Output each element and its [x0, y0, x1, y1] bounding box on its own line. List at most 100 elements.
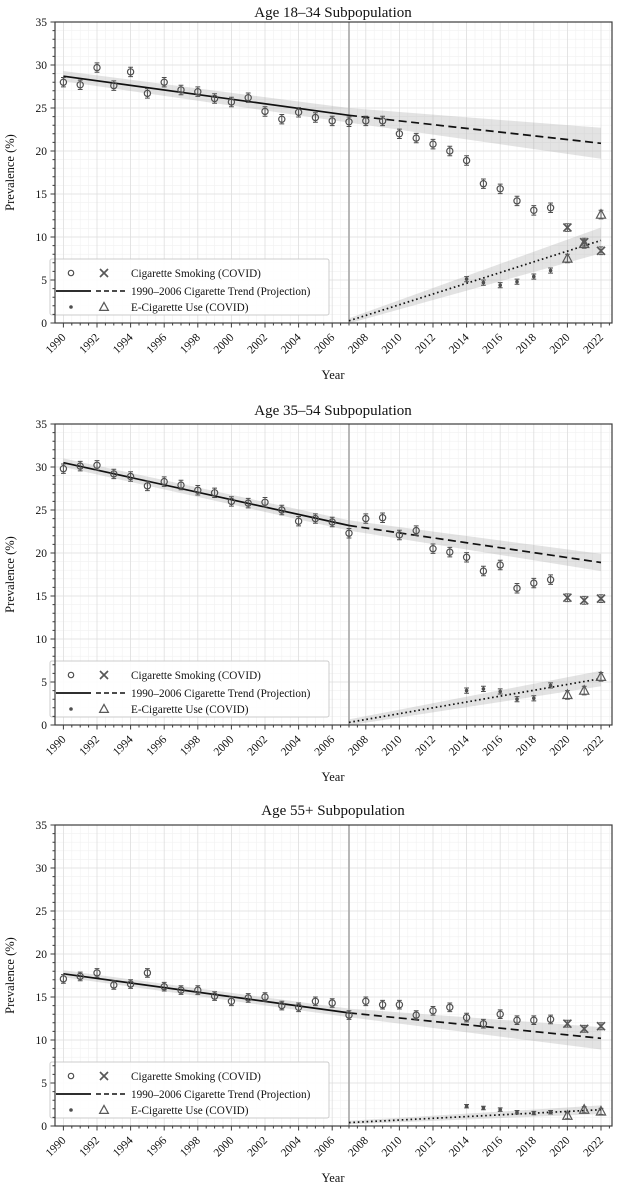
cigarette-projection-line	[348, 1012, 602, 1040]
y-tick-label: 35	[36, 17, 48, 29]
x-tick-label: 2012	[413, 1134, 438, 1159]
subplot-age-18-34: Cigarette Smoking (COVID) 1990–2006 Cigar…	[0, 0, 620, 395]
x-tick-label: 1996	[145, 331, 170, 356]
series-x	[562, 1019, 606, 1034]
x-tick-label: 1990	[44, 1134, 69, 1159]
legend: Cigarette Smoking (COVID) 1990–2006 Cigar…	[49, 258, 330, 316]
axis-ticks	[50, 21, 610, 328]
legend-triangle-icon	[98, 703, 110, 713]
chart-age-55-plus: Cigarette Smoking (COVID) 1990–2006 Cigar…	[3, 803, 613, 1185]
y-tick-label: 5	[41, 677, 47, 689]
x-markers	[562, 593, 606, 605]
chart-age-18-34: Cigarette Smoking (COVID) 1990–2006 Cigar…	[3, 5, 613, 382]
chart-title: Age 55+ Subpopulation	[261, 803, 405, 819]
chart-age-35-54: Cigarette Smoking (COVID) 1990–2006 Cigar…	[3, 403, 613, 784]
series-circle	[59, 62, 555, 216]
y-tick-label: 0	[41, 1121, 47, 1133]
ecig-trend-confidence-band	[349, 227, 601, 324]
x-tick-label: 1998	[178, 733, 203, 758]
series-circle	[59, 460, 555, 594]
legend-box	[49, 660, 330, 718]
legend-label: Cigarette Smoking (COVID)	[131, 268, 261, 280]
legend-label: Cigarette Smoking (COVID)	[131, 670, 261, 682]
y-tick-label: 30	[36, 863, 48, 875]
x-tick-label: 2002	[245, 331, 270, 356]
chart-title: Age 18–34 Subpopulation	[254, 5, 412, 21]
x-tick-label: 2006	[313, 331, 338, 356]
x-tick-label: 2014	[447, 1134, 472, 1159]
triangle-markers	[561, 208, 607, 263]
x-tick-label: 2018	[514, 733, 539, 758]
legend-circle-icon	[67, 671, 75, 679]
error-bars	[464, 1104, 553, 1116]
x-tick-label: 1994	[111, 733, 136, 758]
y-tick-label: 15	[36, 591, 48, 603]
x-tick-label: 2010	[380, 733, 405, 758]
circle-markers	[59, 63, 555, 214]
series-dot	[464, 1104, 553, 1116]
legend-circle-icon	[67, 269, 75, 277]
x-tick-label: 2002	[245, 733, 270, 758]
legend-box	[49, 1061, 330, 1119]
y-tick-label: 10	[36, 1035, 48, 1047]
cigarette-projection-line	[348, 524, 602, 564]
legend-x-icon	[99, 1071, 109, 1081]
x-tick-label: 2006	[313, 733, 338, 758]
x-tick-label: 2022	[581, 733, 606, 758]
plot-border	[54, 824, 613, 1127]
x-tick-label: 1998	[178, 1134, 203, 1159]
x-tick-label: 2010	[380, 1134, 405, 1159]
legend-x-icon	[99, 268, 109, 278]
y-tick-label: 10	[36, 634, 48, 646]
x-tick-label: 1990	[44, 331, 69, 356]
subplot-age-55-plus: Cigarette Smoking (COVID) 1990–2006 Cigar…	[0, 790, 620, 1186]
legend-dot-icon	[69, 1108, 73, 1112]
x-tick-label: 2018	[514, 1134, 539, 1159]
y-tick-label: 30	[36, 60, 48, 72]
cigarette-projection-line	[348, 114, 602, 145]
grid-major	[55, 424, 612, 725]
cigarette-trend-line	[63, 75, 350, 117]
ecig-trend-confidence-band	[349, 670, 601, 726]
plot-border	[54, 21, 613, 324]
y-tick-label: 20	[36, 548, 48, 560]
x-tick-label: 2000	[212, 331, 237, 356]
y-tick-label: 15	[36, 189, 48, 201]
y-axis-label: Prevalence (%)	[3, 536, 17, 613]
legend: Cigarette Smoking (COVID) 1990–2006 Cigar…	[49, 660, 330, 718]
y-tick-label: 20	[36, 949, 48, 961]
x-tick-label: 2004	[279, 1134, 304, 1159]
x-tick-label: 2012	[413, 331, 438, 356]
y-tick-label: 20	[36, 146, 48, 158]
legend-triangle-icon	[98, 1104, 110, 1114]
legend-x-icon	[99, 670, 109, 680]
x-tick-label: 2008	[346, 331, 371, 356]
series-triangle	[561, 670, 607, 700]
x-tick-label: 1990	[44, 733, 69, 758]
x-tick-label: 2016	[481, 733, 506, 758]
legend: Cigarette Smoking (COVID) 1990–2006 Cigar…	[49, 1061, 330, 1119]
error-bars	[464, 682, 553, 703]
ecig-trend-line	[348, 239, 602, 322]
subplot-age-35-54: Cigarette Smoking (COVID) 1990–2006 Cigar…	[0, 395, 620, 790]
legend-box	[49, 258, 330, 316]
legend-triangle-icon	[98, 301, 110, 311]
y-tick-label: 30	[36, 462, 48, 474]
y-tick-label: 0	[41, 720, 47, 732]
circle-markers	[59, 461, 555, 592]
x-tick-label: 2020	[548, 331, 573, 356]
legend-label: 1990–2006 Cigarette Trend (Projection)	[131, 286, 311, 298]
series-triangle	[561, 208, 607, 264]
x-tick-label: 2020	[548, 733, 573, 758]
x-tick-label: 1994	[111, 1134, 136, 1159]
triangle-markers	[561, 1103, 607, 1120]
x-tick-label: 2020	[548, 1134, 573, 1159]
x-tick-label: 2006	[313, 1134, 338, 1159]
series-circle	[59, 968, 555, 1029]
error-bars	[61, 460, 553, 594]
series-x	[562, 593, 606, 605]
y-axis-label: Prevalence (%)	[3, 937, 17, 1014]
x-tick-label: 2002	[245, 1134, 270, 1159]
circle-markers	[59, 969, 555, 1028]
x-tick-label: 1994	[111, 331, 136, 356]
